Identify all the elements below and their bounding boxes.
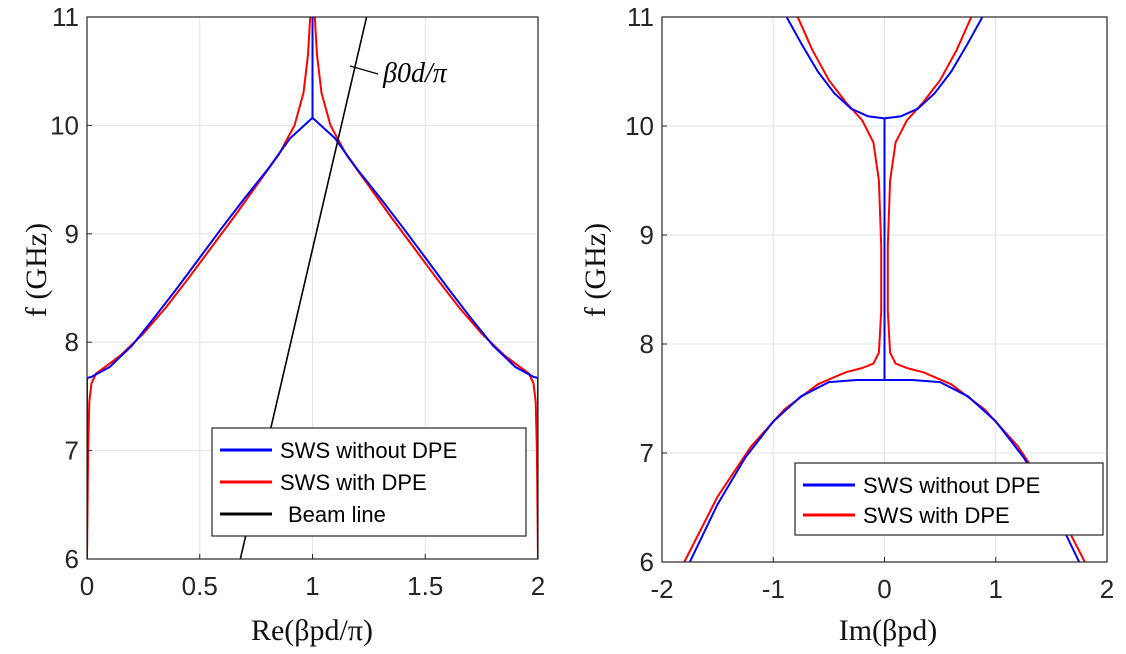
right-x-tick-label-0: -2 [650,574,673,604]
left-legend: SWS without DPE SWS with DPE Beam line [211,427,527,537]
right-legend-box [794,462,1104,536]
right-x-tick-label-4: 2 [1100,574,1114,604]
left-y-axis-label: f (GHz) [20,223,53,317]
right-x-tick-label-1: -1 [762,574,785,604]
left-x-tick-label-0: 0 [80,571,94,601]
right-panel: -2 -1 0 1 2 6 7 8 9 10 11 Im(βpd) f (GHz) SWS with… [579,2,1114,647]
left-legend-label-beam-line: Beam line [288,502,386,527]
right-legend-label-with-dpe: SWS with DPE [863,503,1010,528]
left-tick-labels: 0 0.5 1 1.5 2 6 7 8 9 10 11 [50,2,545,601]
left-y-tick-label-1: 7 [65,436,79,466]
left-x-tick-label-1: 0.5 [182,571,218,601]
right-series [683,17,1086,562]
left-panel: 0 0.5 1 1.5 2 6 7 8 9 10 11 β0d/π Re(βpd/π) f (GHz… [20,2,545,647]
left-y-tick-label-3: 9 [65,219,79,249]
beam-line-annotation-pointer [349,65,379,75]
left-x-tick-label-3: 1.5 [407,571,443,601]
right-legend: SWS without DPE SWS with DPE [794,462,1104,536]
left-series-sws-with-dpe-segment-1 [313,17,538,559]
left-y-tick-label-4: 10 [50,110,79,140]
left-y-tick-label-2: 8 [65,327,79,357]
right-tick-labels: -2 -1 0 1 2 6 7 8 9 10 11 [625,2,1114,604]
left-legend-label-without-dpe: SWS without DPE [280,438,457,463]
right-x-tick-label-2: 0 [877,574,891,604]
right-x-tick-label-3: 1 [989,574,1003,604]
beam-line-annotation: β0d/π [382,58,448,89]
left-legend-label-with-dpe: SWS with DPE [280,470,427,495]
right-x-axis-label: Im(βpd) [839,614,938,647]
left-y-tick-label-5: 11 [52,2,79,32]
right-series-sws-without-dpe-segment-2 [785,17,984,120]
right-y-tick-label-1: 7 [640,438,654,468]
right-y-axis-label: f (GHz) [579,223,612,317]
right-y-tick-label-2: 8 [640,329,654,359]
right-y-tick-label-3: 9 [640,220,654,250]
left-x-tick-label-4: 2 [531,571,545,601]
right-y-tick-label-4: 10 [625,111,654,141]
left-series-sws-with-dpe-segment-0 [87,17,312,559]
left-x-tick-label-2: 1 [305,571,319,601]
right-legend-label-without-dpe: SWS without DPE [863,473,1040,498]
left-x-axis-label: Re(βpd/π) [251,614,373,647]
right-y-tick-label-5: 11 [627,2,654,32]
right-y-tick-label-0: 6 [640,547,654,577]
left-y-tick-label-0: 6 [65,544,79,574]
